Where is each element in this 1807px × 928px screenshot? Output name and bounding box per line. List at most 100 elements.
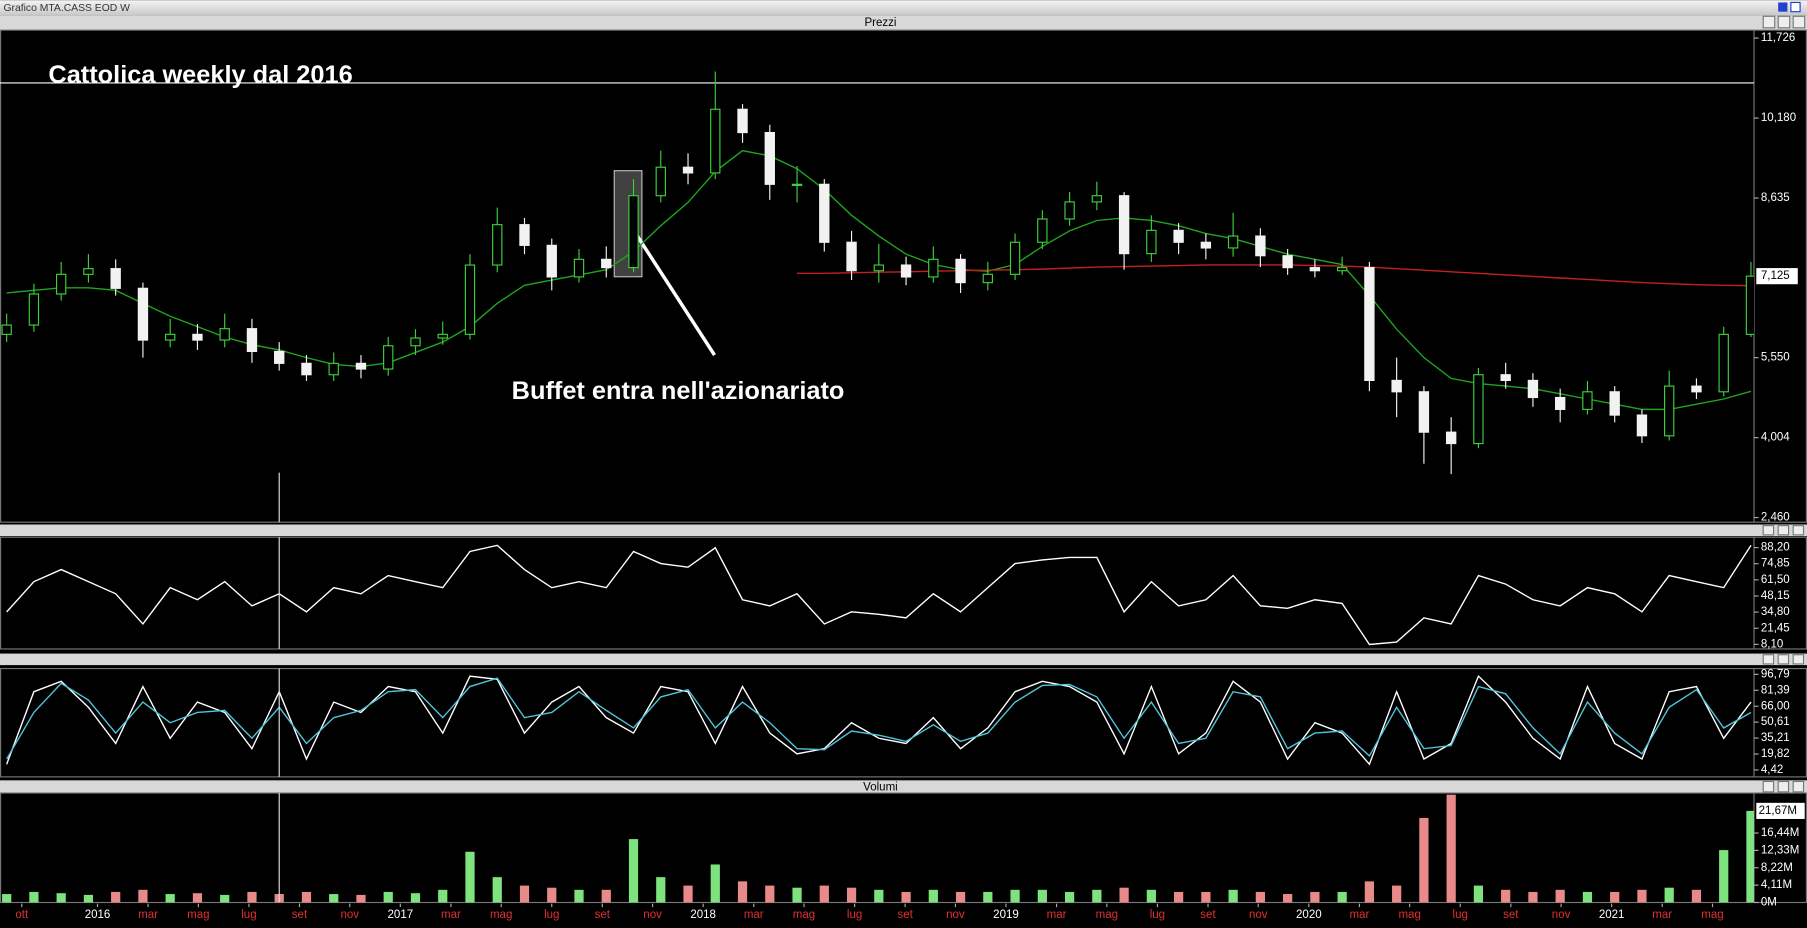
candle-body — [1445, 431, 1457, 445]
volume-bar — [1337, 891, 1347, 903]
volume-bar — [1255, 891, 1265, 903]
candle-body — [1255, 235, 1266, 257]
candle-body — [1364, 267, 1375, 381]
x-tick-label: 2017 — [388, 909, 414, 921]
candle-body — [1582, 391, 1593, 410]
y-tick-label: 4,004 — [1761, 432, 1790, 444]
volume-bar — [1501, 889, 1511, 903]
panel-frame — [0, 29, 1807, 523]
x-tick-label: 2020 — [1296, 909, 1322, 921]
candle-body — [737, 108, 748, 134]
candle-body — [437, 333, 448, 339]
x-tick-label: mar — [744, 909, 764, 921]
volume-bar — [1174, 891, 1184, 903]
volume-bar — [1664, 887, 1674, 903]
close-button[interactable] — [1792, 525, 1805, 536]
candle-body — [1009, 241, 1021, 275]
candle-body — [492, 224, 503, 266]
candle-body — [83, 268, 94, 275]
candle-body — [1200, 241, 1212, 249]
candle-body — [28, 293, 40, 326]
x-tick-label: set — [1200, 909, 1216, 921]
close-button[interactable] — [1792, 780, 1805, 793]
y-tick-label: 48,15 — [1761, 590, 1790, 602]
volume-bar — [138, 889, 148, 903]
y-tick-label: 4,11M — [1761, 879, 1792, 891]
volume-bar — [1228, 889, 1238, 903]
volume-bar — [438, 889, 448, 903]
close-button[interactable] — [1792, 654, 1805, 665]
volume-bar — [220, 894, 230, 903]
candle-body — [110, 268, 121, 289]
candle-body — [1, 324, 12, 335]
panel-title: Volumi — [863, 781, 898, 793]
x-tick-label: mar — [441, 909, 461, 921]
volume-bar — [1446, 794, 1456, 903]
x-tick-label: mar — [1349, 909, 1369, 921]
candle-body — [1227, 235, 1239, 249]
moving-average — [6, 149, 1752, 411]
candle-body — [955, 258, 966, 284]
x-tick-label: nov — [340, 909, 359, 921]
volume-bar — [56, 893, 66, 903]
x-tick-label: lug — [241, 909, 256, 921]
y-tick-label: 74,85 — [1761, 558, 1790, 570]
maximize-button[interactable] — [1777, 654, 1790, 665]
maximize-button[interactable] — [1777, 780, 1790, 793]
maximize-button[interactable] — [1777, 525, 1790, 536]
close-button[interactable] — [1792, 15, 1806, 29]
candle-body — [873, 264, 884, 272]
volume-bar — [765, 885, 775, 903]
x-tick-label: mar — [1047, 909, 1067, 921]
y-tick-label: 34,80 — [1761, 606, 1790, 618]
volume-bar — [547, 887, 557, 903]
candle-body — [846, 241, 857, 272]
plot-area — [2, 794, 1754, 903]
candle-body — [246, 328, 258, 353]
x-tick-label: mag — [1398, 909, 1420, 921]
volume-bar — [1691, 889, 1702, 903]
indicator-line — [6, 544, 1752, 646]
candle-body — [764, 131, 775, 185]
window-icon[interactable] — [1790, 1, 1801, 13]
volume-bar — [383, 891, 393, 903]
volume-bar — [83, 894, 94, 903]
volume-bar — [1146, 889, 1156, 903]
volume-bar — [628, 839, 639, 903]
window-title: Grafico MTA.CASS EOD W — [3, 3, 130, 14]
candle-body — [710, 108, 721, 174]
candle-body — [464, 264, 476, 335]
volume-bar — [329, 894, 339, 903]
x-tick-label: set — [292, 909, 308, 921]
volume-bar — [301, 891, 312, 903]
candle-body — [628, 195, 639, 269]
candle-body — [192, 333, 203, 341]
window-icon[interactable] — [1778, 2, 1788, 12]
minimize-button[interactable] — [1762, 525, 1775, 536]
y-tick-label: 0M — [1761, 897, 1777, 909]
y-tick-label: 81,39 — [1761, 684, 1790, 696]
candle-body — [1745, 275, 1754, 335]
x-tick-label: mag — [1096, 909, 1118, 921]
minimize-button[interactable] — [1762, 780, 1775, 793]
candle-body — [1691, 385, 1702, 393]
minimize-button[interactable] — [1762, 15, 1776, 29]
maximize-button[interactable] — [1777, 15, 1791, 29]
candle-body — [1500, 374, 1511, 381]
x-tick-label: mag — [490, 909, 512, 921]
volume-bar — [465, 851, 475, 903]
candle-body — [601, 258, 612, 269]
x-tick-label: mag — [793, 909, 815, 921]
x-tick-label: set — [595, 909, 611, 921]
minimize-button[interactable] — [1762, 654, 1775, 665]
candle-body — [1718, 333, 1729, 393]
candle-body — [1146, 229, 1157, 255]
y-tick-label: 2,460 — [1761, 512, 1790, 524]
volume-bar — [492, 877, 502, 903]
volume-bar — [601, 889, 611, 903]
volume-bar — [1201, 891, 1211, 903]
volume-bar — [1746, 810, 1754, 903]
x-tick-label: nov — [1249, 909, 1268, 921]
volume-bar — [1119, 887, 1129, 903]
